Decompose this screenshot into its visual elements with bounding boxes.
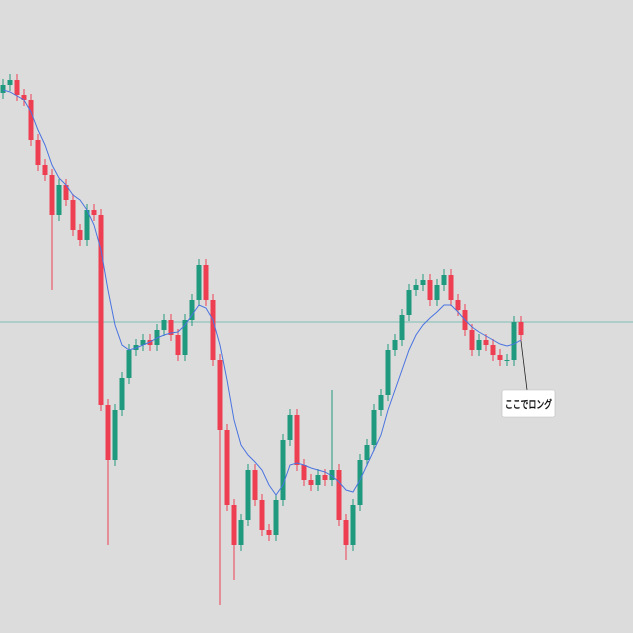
candle-body: [455, 300, 461, 310]
candle-body: [357, 460, 363, 505]
candle-body: [490, 345, 496, 355]
candle-body: [168, 320, 174, 335]
candle-body: [238, 520, 244, 545]
candle-body: [224, 430, 230, 505]
candle-body: [385, 350, 391, 395]
candle-body: [448, 275, 454, 300]
candle-body: [364, 445, 370, 460]
candle-body: [105, 405, 111, 460]
candle-body: [504, 360, 510, 361]
candle-body: [49, 175, 55, 215]
candle-body: [392, 340, 398, 350]
candle-body: [182, 320, 188, 355]
candle-body: [42, 165, 48, 175]
candle-body: [350, 505, 356, 545]
candle-body: [343, 520, 349, 545]
candle-body: [329, 470, 335, 480]
candle-body: [322, 475, 328, 480]
candle-body: [315, 475, 321, 485]
candle-body: [497, 355, 503, 360]
candle-body: [56, 185, 62, 215]
candle-body: [245, 470, 251, 520]
candle-body: [0, 85, 6, 93]
candle-body: [35, 140, 41, 165]
candle-body: [175, 335, 181, 355]
candle-body: [189, 300, 195, 320]
candle-body: [28, 100, 34, 140]
candle-body: [413, 285, 419, 290]
candle-body: [399, 315, 405, 340]
moving-average: [2, 89, 522, 496]
candle-body: [203, 265, 209, 300]
candle-body: [441, 275, 447, 285]
candle-body: [7, 80, 13, 85]
candle-body: [266, 530, 272, 535]
candle-body: [231, 505, 237, 545]
candle-body: [406, 290, 412, 315]
candle-body: [210, 300, 216, 360]
candle-body: [420, 280, 426, 285]
candle-body: [469, 330, 475, 350]
candle-body: [63, 185, 69, 200]
candle-body: [476, 340, 482, 350]
candle-body: [378, 395, 384, 410]
candle-body: [196, 265, 202, 300]
candle-body: [70, 200, 76, 230]
candle-body: [21, 95, 27, 100]
candle-body: [511, 322, 517, 360]
candle-body: [252, 470, 258, 500]
annotation-box: [501, 389, 556, 418]
candle-body: [119, 378, 125, 410]
candle-body: [126, 350, 132, 378]
candle-body: [518, 322, 524, 335]
candle-body: [14, 80, 20, 95]
candle-body: [140, 340, 146, 345]
annotation-text: ここでロング: [505, 397, 552, 411]
candle-body: [77, 230, 83, 240]
candle-body: [112, 410, 118, 460]
candle-body: [98, 215, 104, 405]
candle-body: [483, 340, 489, 345]
candle-body: [301, 465, 307, 480]
candle-body: [217, 360, 223, 430]
candle-body: [91, 210, 97, 215]
candle-body: [427, 280, 433, 300]
annotation-pointer: [520, 340, 528, 391]
candle-body: [287, 415, 293, 440]
candle-body: [336, 470, 342, 520]
candle-body: [161, 320, 167, 330]
candle-body: [280, 440, 286, 500]
candle-body: [84, 210, 90, 240]
candle-body: [273, 500, 279, 535]
candle-body: [371, 410, 377, 445]
candle-body: [434, 285, 440, 300]
candle-body: [259, 500, 265, 530]
candle-body: [294, 415, 300, 465]
candle-body: [308, 480, 314, 485]
